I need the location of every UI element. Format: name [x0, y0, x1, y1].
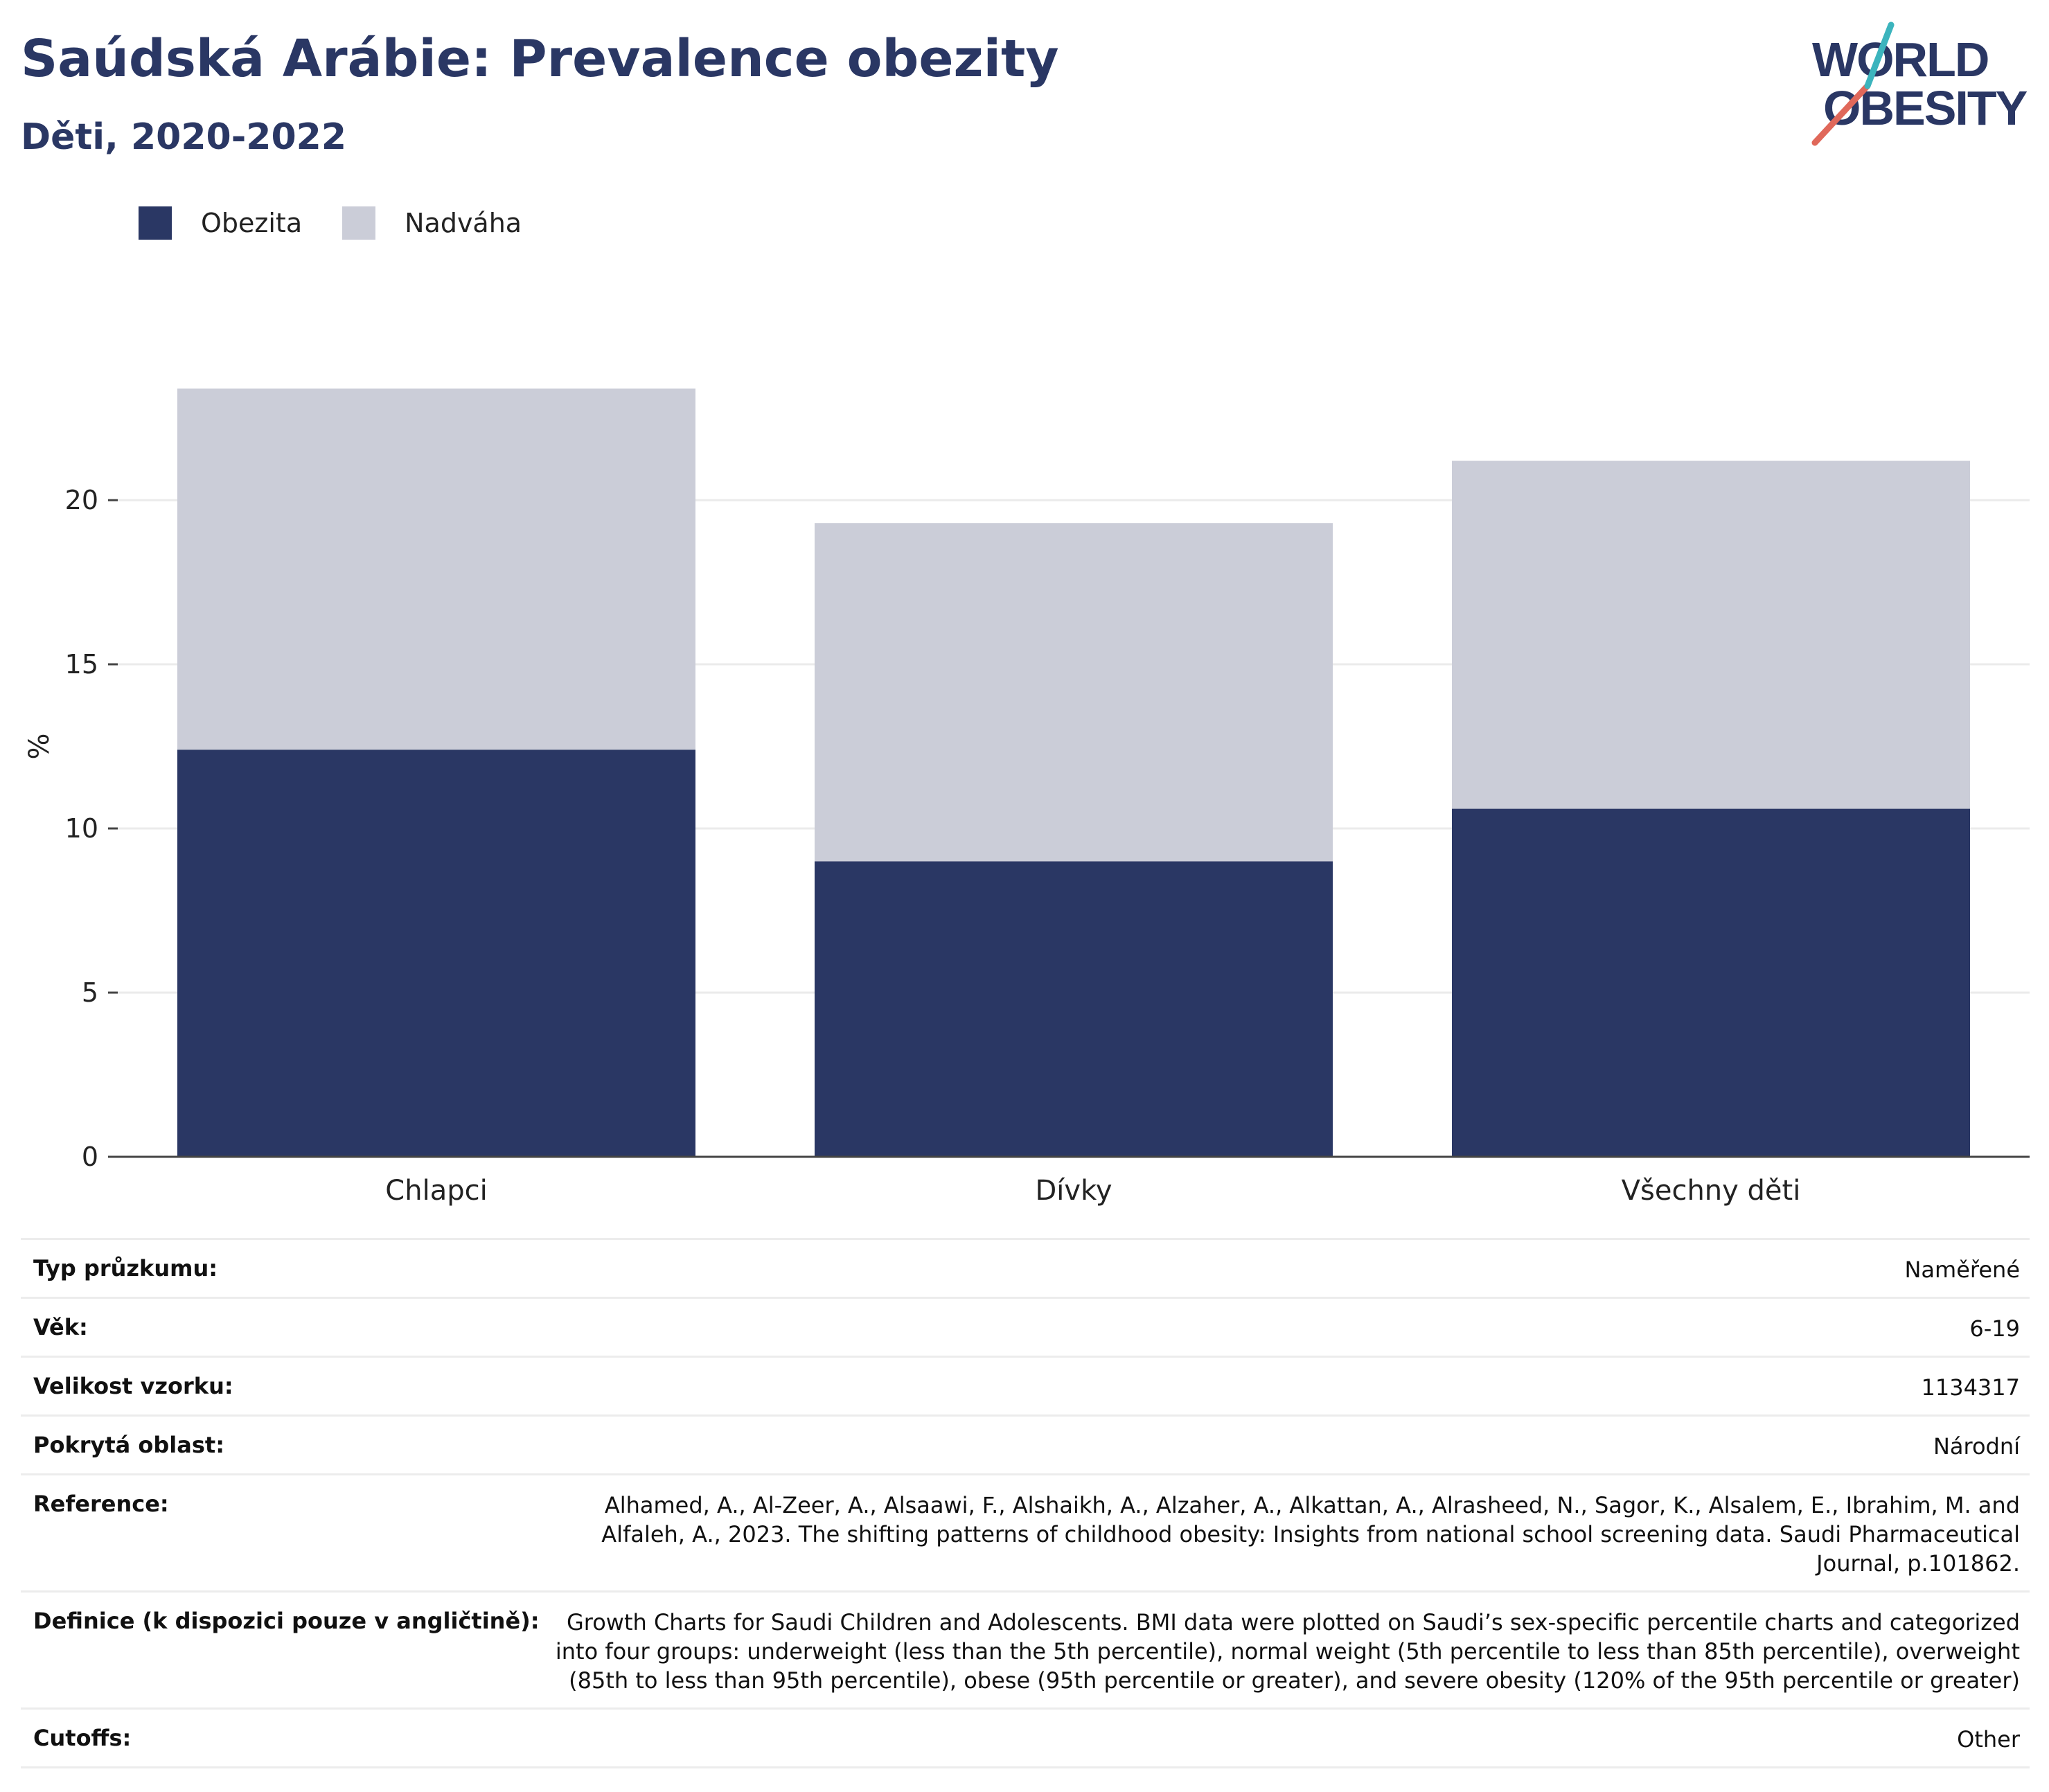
y-tick-label: 15 [65, 649, 98, 680]
info-row-definition: Definice (k dispozici pouze v angličtině… [21, 1590, 2030, 1707]
x-tick-label: Všechny děti [1622, 1175, 1801, 1207]
y-tick-label: 5 [82, 977, 98, 1008]
svg-text:WORLD: WORLD [1812, 33, 1988, 87]
info-value: 1134317 [1921, 1374, 2020, 1401]
bar-obesity [1452, 808, 1970, 1157]
info-label: Věk: [33, 1314, 88, 1340]
legend-label-overweight: Nadváha [405, 208, 522, 238]
survey-info-table: Typ průzkumu: Naměřené Věk: 6-19 Velikos… [21, 1238, 2030, 1768]
legend-swatch-obesity [139, 206, 172, 240]
info-value: Naměřené [1904, 1257, 2020, 1283]
stacked-bar-chart: 0 5 10 15 20% Chlapci Dívky Všechny děti [24, 388, 2030, 1207]
svg-text:OBESITY: OBESITY [1823, 81, 2028, 135]
legend-label-obesity: Obezita [201, 208, 303, 238]
legend-item-obesity: Obezita [139, 206, 302, 240]
info-label: Cutoffs: [33, 1725, 132, 1751]
info-row-cutoffs: Cutoffs: Other [21, 1707, 2030, 1768]
bar-overweight [815, 523, 1333, 862]
world-obesity-logo: WORLD OBESITY [1811, 21, 2029, 146]
page-subtitle: Děti, 2020-2022 [21, 116, 347, 158]
info-label: Reference: [33, 1491, 169, 1517]
x-tick-label: Dívky [1036, 1175, 1112, 1207]
legend-swatch-overweight [342, 206, 376, 240]
info-value: Growth Charts for Saudi Children and Ado… [555, 1609, 2020, 1694]
info-row-reference: Reference: Alhamed, A., Al-Zeer, A., Als… [21, 1473, 2030, 1590]
info-row-sample-size: Velikost vzorku: 1134317 [21, 1356, 2030, 1414]
page-title: Saúdská Arábie: Prevalence obezity [21, 29, 1059, 89]
bar-overweight [177, 388, 695, 750]
bar-overweight [1452, 461, 1970, 809]
info-value: Národní [1933, 1433, 2020, 1460]
chart-legend: Obezita Nadváha [139, 206, 562, 240]
y-tick-label: 20 [65, 485, 98, 515]
info-label: Velikost vzorku: [33, 1373, 233, 1399]
y-tick-label: 0 [82, 1142, 98, 1172]
info-row-survey-type: Typ průzkumu: Naměřené [21, 1238, 2030, 1297]
y-tick-label: 10 [65, 813, 98, 844]
info-row-age: Věk: 6-19 [21, 1297, 2030, 1356]
bar-obesity [815, 861, 1333, 1157]
info-label: Typ průzkumu: [33, 1255, 218, 1281]
info-label: Pokrytá oblast: [33, 1432, 224, 1458]
legend-item-overweight: Nadváha [342, 206, 522, 240]
x-tick-label: Chlapci [385, 1175, 487, 1207]
bar-obesity [177, 749, 695, 1157]
info-value: Alhamed, A., Al-Zeer, A., Alsaawi, F., A… [601, 1492, 2020, 1577]
y-axis-label: % [24, 733, 55, 759]
info-label: Definice (k dispozici pouze v angličtině… [33, 1608, 540, 1634]
info-value: Other [1957, 1726, 2020, 1753]
info-row-coverage: Pokrytá oblast: Národní [21, 1414, 2030, 1473]
info-value: 6-19 [1969, 1315, 2020, 1342]
